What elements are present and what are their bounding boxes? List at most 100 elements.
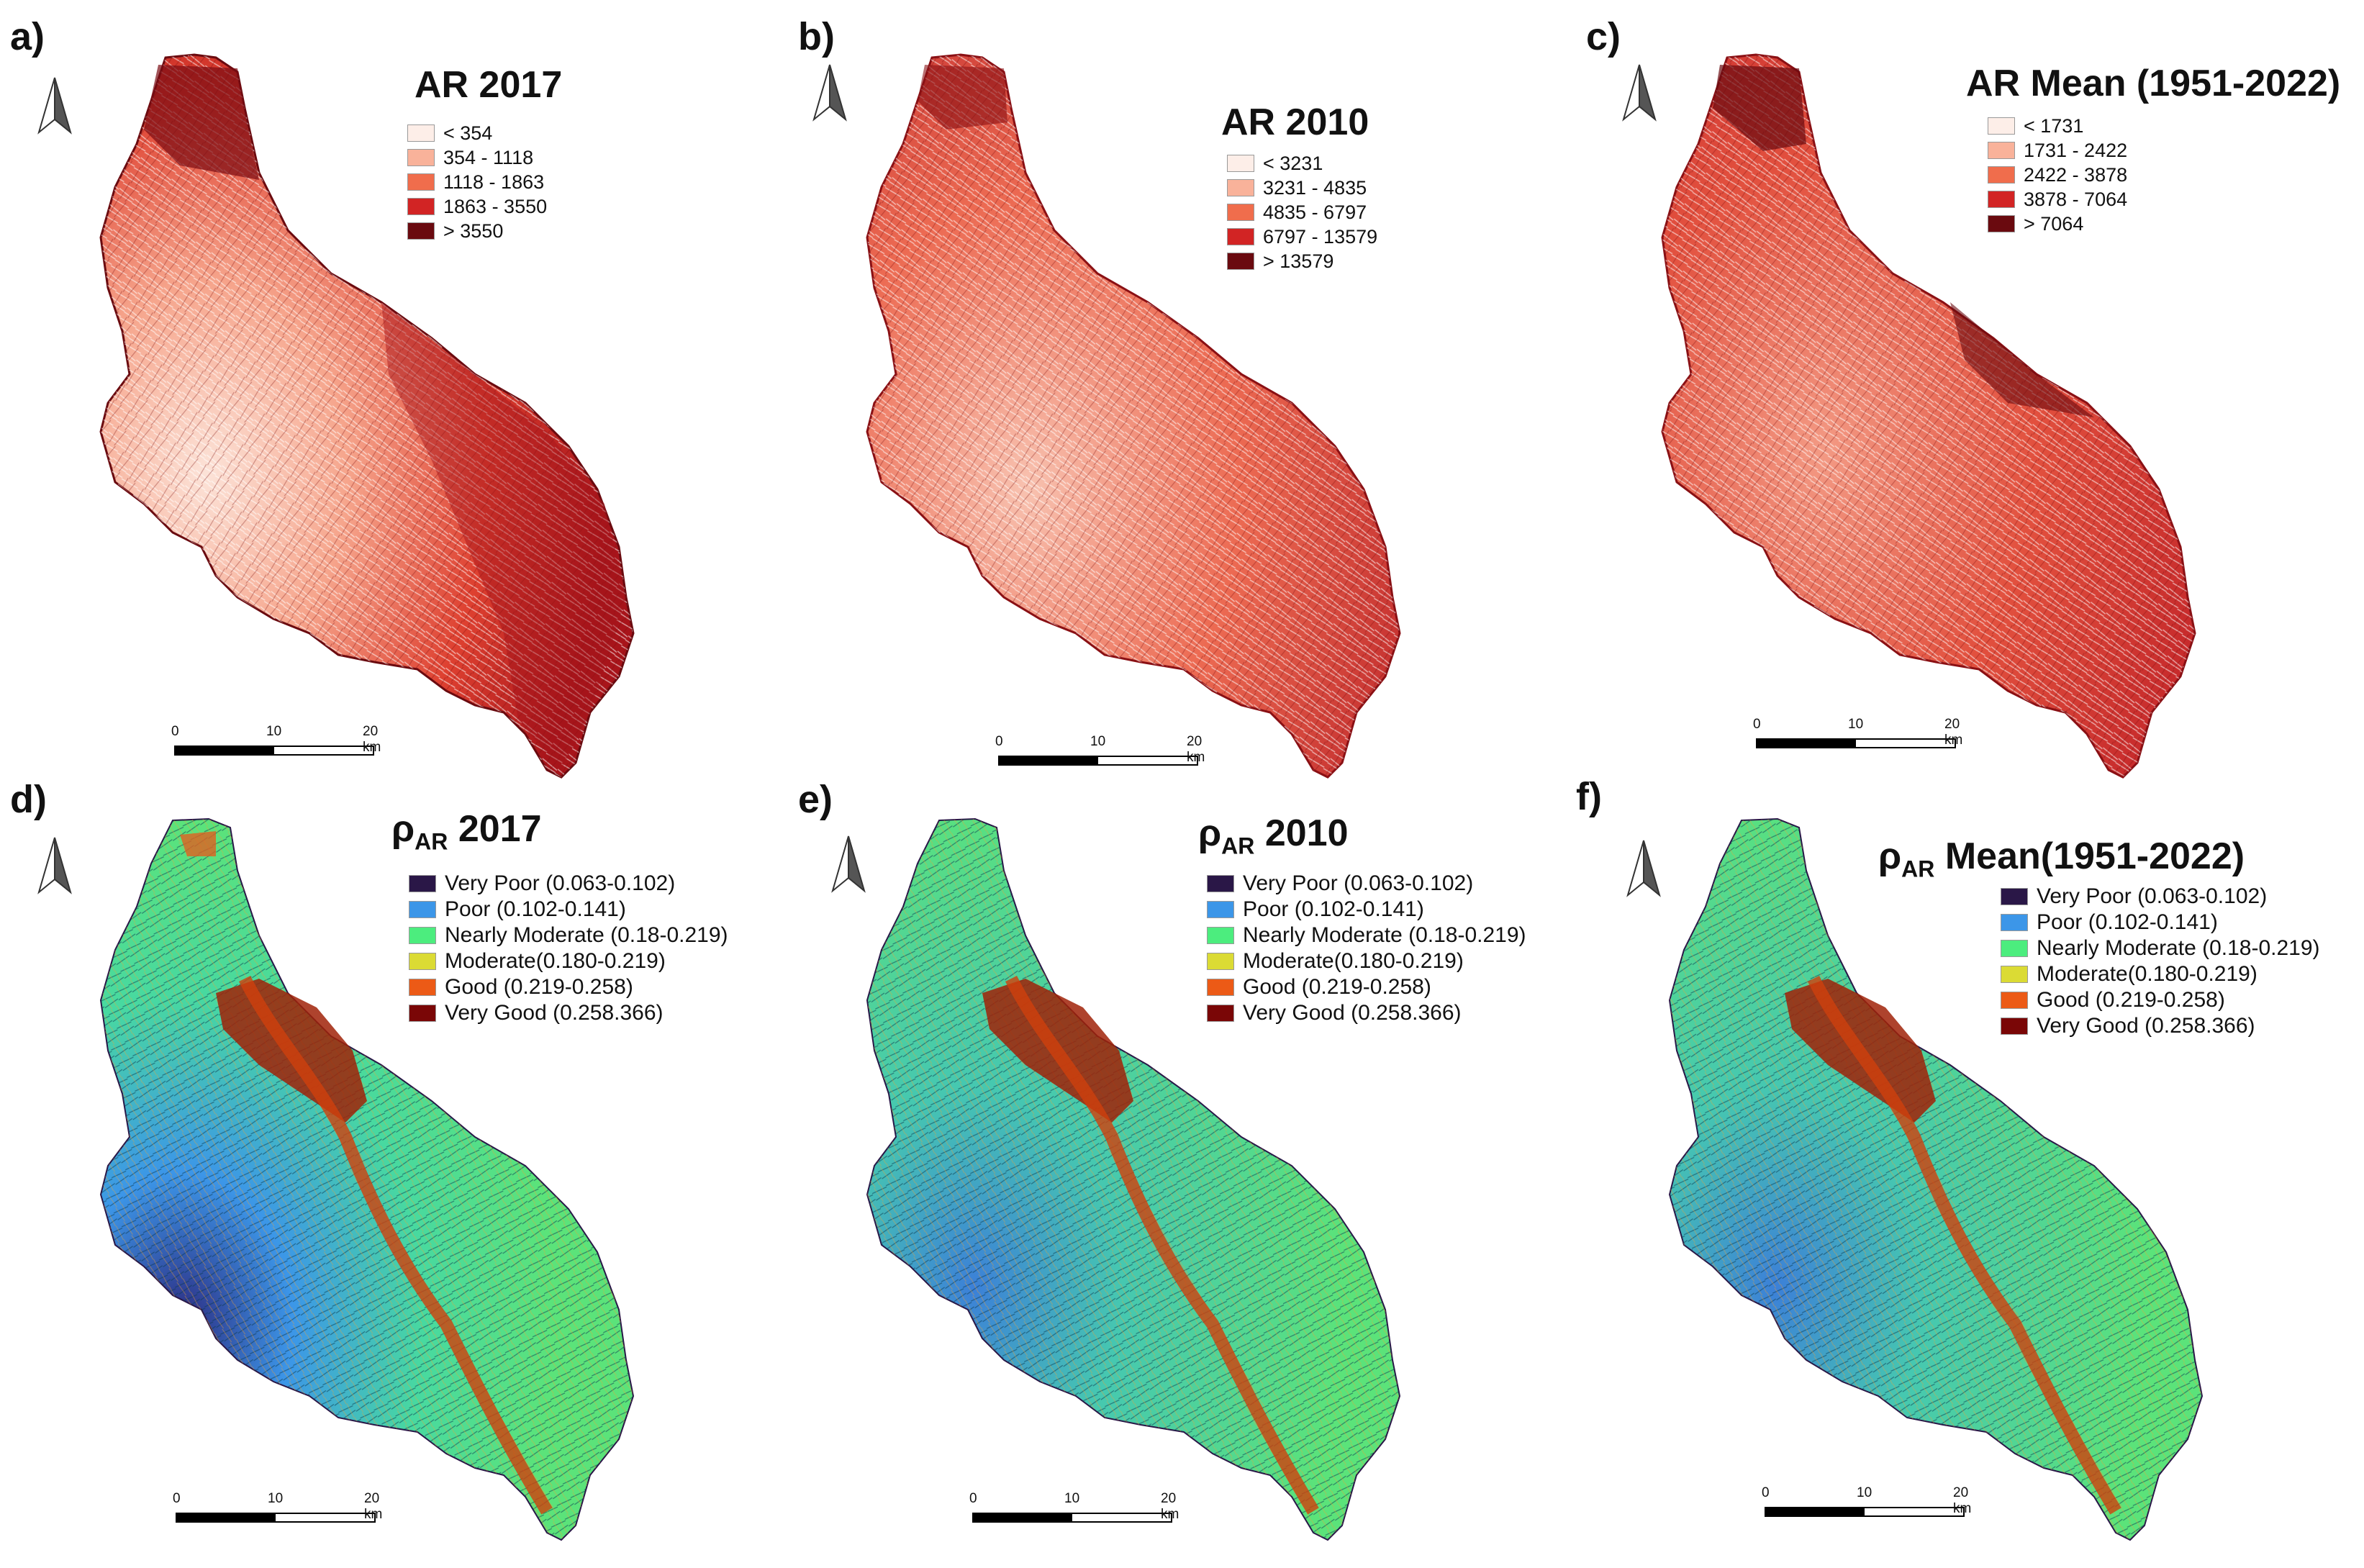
map-title: ρAR Mean(1951-2022) [1878, 835, 2245, 882]
legend-label: Very Good (0.258.366) [1243, 1001, 1462, 1025]
legend-swatch [409, 875, 436, 892]
legend-label: Good (0.219-0.258) [445, 975, 633, 999]
legend-swatch [407, 173, 435, 191]
panel-label: d) [10, 778, 47, 821]
north-arrow-icon [1626, 840, 1661, 897]
legend-label: Poor (0.102-0.141) [445, 897, 626, 921]
legend-label: 6797 - 13579 [1263, 225, 1378, 248]
legend-label: 3878 - 7064 [2024, 188, 2128, 210]
legend-label: Very Poor (0.063-0.102) [1243, 871, 1474, 895]
legend-label: Moderate(0.180-0.219) [1243, 949, 1464, 973]
legend-swatch [1988, 191, 2015, 208]
legend-label: Very Poor (0.063-0.102) [445, 871, 676, 895]
panel-e: e) ρAR 2010 Very Poor (0.063-0.102) Poor… [788, 763, 1576, 1547]
legend-swatch [1227, 228, 1254, 245]
panel-f: f) ρAR Mean(1951-2022) Very Poor (0.063-… [1576, 763, 2364, 1547]
legend-label: Poor (0.102-0.141) [1243, 897, 1424, 921]
map-title: AR 2017 [415, 64, 563, 106]
panel-b: b) AR 2010 < 3231 3231 - 4835 4835 - 679… [788, 0, 1576, 784]
basin-map [1661, 53, 2196, 779]
basin-map [866, 53, 1401, 779]
legend-swatch [2001, 888, 2028, 905]
scale-bar: 0 10 20 km [171, 724, 381, 756]
legend-swatch [1207, 979, 1234, 996]
panel-label: c) [1586, 15, 1621, 58]
legend-swatch [2001, 940, 2028, 957]
legend-swatch [409, 927, 436, 944]
legend-label: Poor (0.102-0.141) [2037, 910, 2218, 934]
legend-label: 3231 - 4835 [1263, 176, 1367, 199]
scale-bar: 0 10 20 km [1753, 717, 1963, 748]
legend-swatch [407, 124, 435, 142]
panel-d: d) ρAR 2017 Very Poor (0.063-0.102) Poor… [0, 763, 788, 1547]
legend-swatch [1207, 927, 1234, 944]
map-title: ρAR 2010 [1198, 812, 1349, 859]
panel-c: c) AR Mean (1951-2022) < 1731 1731 - 242… [1576, 0, 2364, 784]
legend-label: Nearly Moderate (0.18-0.219) [1243, 923, 1526, 947]
scale-bar: 0 10 20 km [995, 734, 1205, 766]
north-arrow-icon [37, 77, 72, 135]
legend-swatch [2001, 992, 2028, 1009]
legend-label: > 3550 [443, 219, 504, 242]
legend-label: Nearly Moderate (0.18-0.219) [445, 923, 728, 947]
legend-label: < 1731 [2024, 114, 2084, 137]
legend-swatch [407, 222, 435, 240]
legend-swatch [409, 1005, 436, 1022]
basin-map [99, 817, 635, 1541]
legend-label: Good (0.219-0.258) [1243, 975, 1431, 999]
basin-map [866, 817, 1401, 1541]
legend-label: 1731 - 2422 [2024, 139, 2128, 161]
legend-swatch [1227, 253, 1254, 270]
panel-label: f) [1576, 775, 1602, 818]
legend-label: 2422 - 3878 [2024, 163, 2128, 186]
legend-label: < 3231 [1263, 152, 1323, 174]
legend-label: Very Good (0.258.366) [2037, 1014, 2255, 1038]
legend-label: Moderate(0.180-0.219) [2037, 962, 2257, 986]
basin-map [99, 53, 635, 779]
basin-map [1668, 817, 2204, 1541]
legend: Very Poor (0.063-0.102) Poor (0.102-0.14… [409, 871, 728, 1026]
legend-label: > 7064 [2024, 212, 2084, 235]
legend-swatch [407, 198, 435, 215]
legend-label: Good (0.219-0.258) [2037, 988, 2225, 1012]
legend-label: 1118 - 1863 [443, 171, 545, 193]
legend-swatch [409, 953, 436, 970]
legend-swatch [1988, 142, 2015, 159]
legend-label: Nearly Moderate (0.18-0.219) [2037, 936, 2320, 960]
legend: Very Poor (0.063-0.102) Poor (0.102-0.14… [1207, 871, 1526, 1026]
scale-bar: 0 10 20 km [1762, 1485, 1972, 1517]
legend-swatch [1207, 1005, 1234, 1022]
legend-swatch [1207, 901, 1234, 918]
legend-swatch [1988, 166, 2015, 183]
legend-swatch [1207, 875, 1234, 892]
scale-bar: 0 10 20 km [969, 1491, 1179, 1523]
legend-label: 4835 - 6797 [1263, 201, 1367, 223]
panel-label: e) [798, 778, 833, 821]
legend-label: Very Good (0.258.366) [445, 1001, 664, 1025]
map-title: ρAR 2017 [391, 808, 542, 855]
legend-label: > 13579 [1263, 250, 1334, 272]
legend-swatch [1207, 953, 1234, 970]
panel-label: b) [798, 15, 835, 58]
map-title: AR Mean (1951-2022) [1966, 63, 2341, 104]
legend-swatch [407, 149, 435, 166]
legend-label: 354 - 1118 [443, 146, 534, 168]
legend: < 354 354 - 1118 1118 - 1863 1863 - 3550… [407, 121, 547, 243]
legend-swatch [1227, 155, 1254, 172]
panel-label: a) [10, 15, 45, 58]
legend-swatch [2001, 966, 2028, 983]
legend: Very Poor (0.063-0.102) Poor (0.102-0.14… [2001, 884, 2320, 1039]
scale-bar: 0 10 20 km [173, 1491, 383, 1523]
legend-label: 1863 - 3550 [443, 195, 548, 217]
legend-swatch [1227, 204, 1254, 221]
north-arrow-icon [831, 835, 866, 893]
legend-swatch [1988, 117, 2015, 135]
legend-label: < 354 [443, 122, 493, 144]
legend-swatch [1227, 179, 1254, 196]
legend-swatch [409, 979, 436, 996]
legend: < 1731 1731 - 2422 2422 - 3878 3878 - 70… [1988, 114, 2127, 236]
north-arrow-icon [37, 837, 72, 894]
legend: < 3231 3231 - 4835 4835 - 6797 6797 - 13… [1227, 151, 1377, 273]
legend-swatch [2001, 1018, 2028, 1035]
legend-swatch [2001, 914, 2028, 931]
